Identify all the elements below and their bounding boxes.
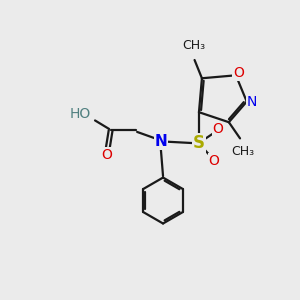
Text: N: N <box>154 134 167 149</box>
Text: O: O <box>102 148 112 162</box>
Text: O: O <box>213 122 224 136</box>
Text: HO: HO <box>70 107 91 121</box>
Text: S: S <box>193 134 205 152</box>
Text: O: O <box>233 66 244 80</box>
Text: CH₃: CH₃ <box>231 145 254 158</box>
Text: CH₃: CH₃ <box>182 39 206 52</box>
Text: O: O <box>208 154 219 168</box>
Text: N: N <box>247 94 257 109</box>
